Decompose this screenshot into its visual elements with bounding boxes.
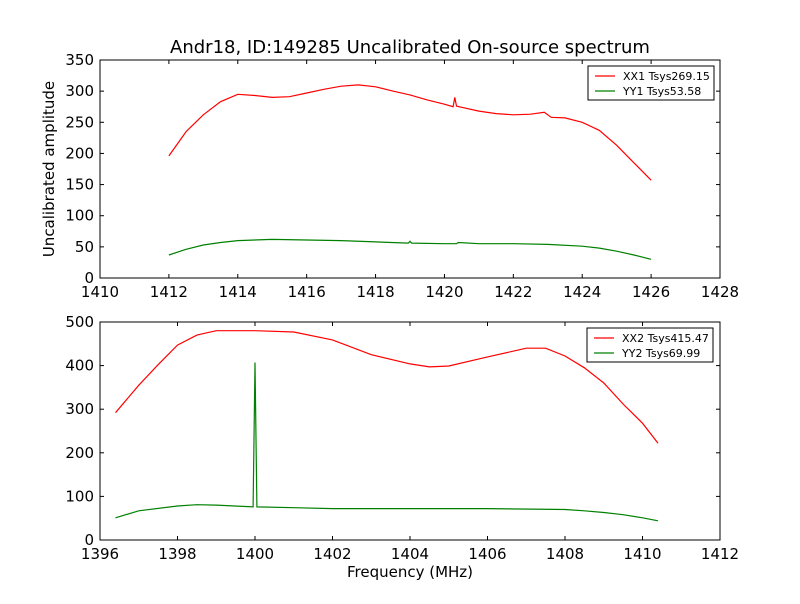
y-tick-label: 100 — [65, 487, 94, 505]
y-axis-label: Uncalibrated amplitude — [40, 81, 58, 257]
x-tick-label: 1422 — [494, 283, 532, 301]
x-tick-label: 1406 — [468, 545, 506, 563]
series-line-yy2 — [115, 362, 659, 522]
legend-label: XX1 Tsys269.15 — [623, 70, 710, 83]
legend-label: YY1 Tsys53.58 — [622, 85, 701, 98]
x-tick-label: 1398 — [158, 545, 196, 563]
x-tick-label: 1402 — [313, 545, 351, 563]
series-line-xx2 — [115, 330, 659, 444]
legend: XX2 Tsys415.47 YY2 Tsys69.99 — [586, 327, 714, 363]
series-line-yy1 — [168, 238, 652, 260]
top-plot: 1410 1412 1414 1416 1418 1420 1422 1424 1426 1428… — [65, 51, 739, 301]
legend-box — [586, 327, 714, 363]
chart-title: Andr18, ID:149285 Uncalibrated On-source… — [170, 37, 650, 58]
x-tick-label: 1410 — [623, 545, 661, 563]
y-tick-label: 350 — [65, 51, 94, 69]
y-tick-label: 300 — [65, 400, 94, 418]
y-tick-label: 100 — [65, 207, 94, 225]
x-tick-label: 1426 — [632, 283, 670, 301]
y-tick-label: 150 — [65, 176, 94, 194]
y-tick-label: 300 — [65, 82, 94, 100]
bottom-plot: 1396 1398 1400 1402 1404 1406 1408 1410 1412 0 100… — [65, 313, 739, 563]
x-tick-label: 1396 — [81, 545, 119, 563]
legend: XX1 Tsys269.15 YY1 Tsys53.58 — [587, 65, 715, 101]
plot-frame — [99, 59, 721, 279]
x-tick-label: 1424 — [563, 283, 601, 301]
x-tick-label: 1410 — [81, 283, 119, 301]
y-tick-label: 200 — [65, 144, 94, 162]
legend-label: YY2 Tsys69.99 — [621, 347, 700, 360]
x-tick-label: 1400 — [236, 545, 274, 563]
x-tick-label: 1412 — [150, 283, 188, 301]
x-tick-label: 1414 — [219, 283, 257, 301]
y-tick-label: 250 — [65, 113, 94, 131]
x-axis-label: Frequency (MHz) — [347, 563, 473, 581]
x-tick-label: 1416 — [288, 283, 326, 301]
y-tick-label: 200 — [65, 444, 94, 462]
series-line-xx1 — [168, 84, 652, 181]
y-tick-label: 0 — [84, 269, 94, 287]
x-tick-label: 1418 — [356, 283, 394, 301]
y-tick-label: 50 — [75, 238, 94, 256]
x-tick-label: 1420 — [425, 283, 463, 301]
y-tick-label: 500 — [65, 313, 94, 331]
legend-box — [587, 65, 715, 101]
x-tick-label: 1412 — [701, 545, 739, 563]
x-tick-label: 1404 — [391, 545, 429, 563]
x-tick-label: 1408 — [546, 545, 584, 563]
y-tick-label: 400 — [65, 357, 94, 375]
x-tick-label: 1428 — [701, 283, 739, 301]
legend-label: XX2 Tsys415.47 — [622, 332, 709, 345]
y-tick-label: 0 — [84, 531, 94, 549]
